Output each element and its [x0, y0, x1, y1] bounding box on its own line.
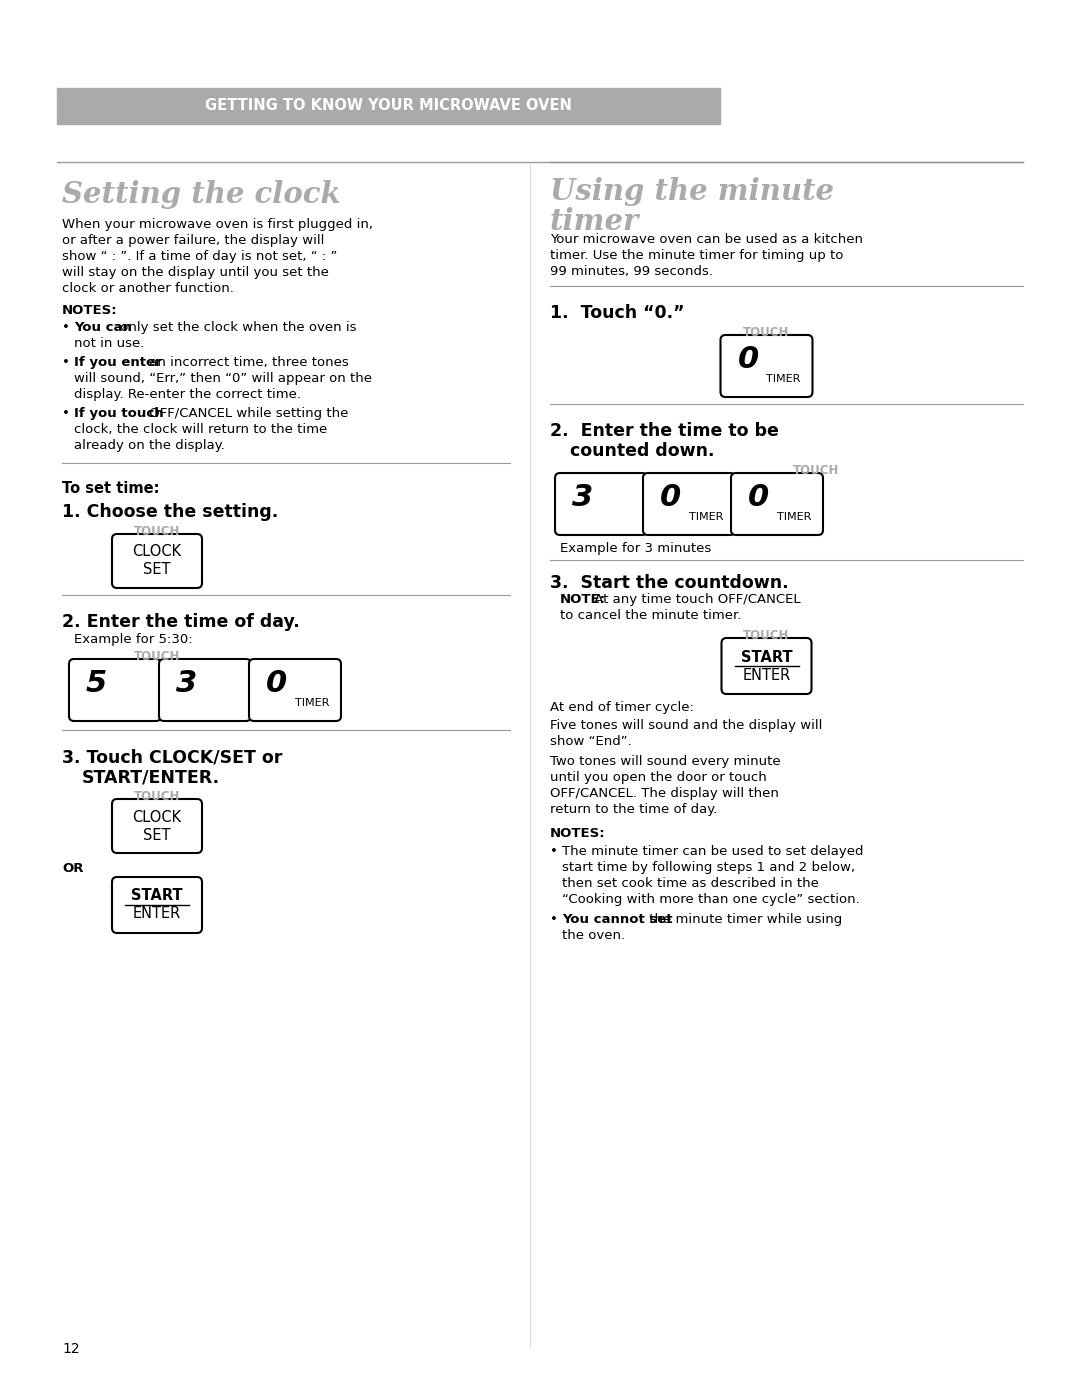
- Text: CLOCK: CLOCK: [133, 809, 181, 824]
- FancyBboxPatch shape: [721, 638, 811, 694]
- Text: If you enter: If you enter: [75, 356, 162, 369]
- Text: 99 minutes, 99 seconds.: 99 minutes, 99 seconds.: [550, 265, 713, 278]
- Text: 0: 0: [266, 669, 287, 698]
- Text: •: •: [550, 845, 558, 858]
- Text: You can: You can: [75, 321, 132, 334]
- Text: to cancel the minute timer.: to cancel the minute timer.: [561, 609, 741, 622]
- Text: will sound, “Err,” then “0” will appear on the: will sound, “Err,” then “0” will appear …: [75, 372, 372, 386]
- Text: Five tones will sound and the display will: Five tones will sound and the display wi…: [550, 719, 822, 732]
- Text: the oven.: the oven.: [562, 929, 625, 942]
- Text: 0: 0: [660, 483, 681, 513]
- Text: OR: OR: [62, 862, 83, 875]
- Text: You cannot set: You cannot set: [562, 914, 673, 926]
- Text: not in use.: not in use.: [75, 337, 145, 351]
- Text: 1.  Touch “0.”: 1. Touch “0.”: [550, 305, 685, 321]
- Text: TOUCH: TOUCH: [794, 464, 839, 476]
- Text: NOTE:: NOTE:: [561, 592, 606, 606]
- Text: TOUCH: TOUCH: [743, 629, 789, 643]
- Text: •: •: [62, 407, 70, 420]
- Text: the minute timer while using: the minute timer while using: [646, 914, 842, 926]
- Text: 2.  Enter the time to be: 2. Enter the time to be: [550, 422, 779, 440]
- Text: TIMER: TIMER: [777, 511, 811, 522]
- Text: NOTES:: NOTES:: [62, 305, 118, 317]
- Text: At any time touch OFF/CANCEL: At any time touch OFF/CANCEL: [590, 592, 800, 606]
- FancyBboxPatch shape: [112, 799, 202, 854]
- Text: •: •: [550, 914, 558, 926]
- Text: 3: 3: [572, 483, 593, 513]
- Bar: [57, 88, 720, 124]
- Text: 3. Touch CLOCK/SET or: 3. Touch CLOCK/SET or: [62, 747, 282, 766]
- Text: 0: 0: [748, 483, 769, 513]
- Text: clock or another function.: clock or another function.: [62, 282, 234, 295]
- Text: show “End”.: show “End”.: [550, 735, 632, 747]
- Text: TOUCH: TOUCH: [134, 525, 180, 538]
- Text: TOUCH: TOUCH: [743, 326, 789, 339]
- FancyBboxPatch shape: [731, 474, 823, 535]
- Text: display. Re-enter the correct time.: display. Re-enter the correct time.: [75, 388, 301, 401]
- Text: Setting the clock: Setting the clock: [62, 180, 340, 210]
- Text: SET: SET: [144, 563, 171, 577]
- Text: Using the minute: Using the minute: [550, 177, 834, 205]
- Text: an incorrect time, three tones: an incorrect time, three tones: [146, 356, 349, 369]
- FancyBboxPatch shape: [249, 659, 341, 721]
- Text: Example for 3 minutes: Example for 3 minutes: [561, 542, 712, 555]
- Text: then set cook time as described in the: then set cook time as described in the: [562, 877, 819, 890]
- Text: show “ : ”. If a time of day is not set, “ : ”: show “ : ”. If a time of day is not set,…: [62, 250, 337, 263]
- Text: start time by following steps 1 and 2 below,: start time by following steps 1 and 2 be…: [562, 861, 855, 875]
- Text: “Cooking with more than one cycle” section.: “Cooking with more than one cycle” secti…: [562, 893, 860, 907]
- Text: If you touch: If you touch: [75, 407, 164, 420]
- Text: SET: SET: [144, 827, 171, 842]
- Text: 2. Enter the time of day.: 2. Enter the time of day.: [62, 613, 300, 631]
- FancyBboxPatch shape: [159, 659, 251, 721]
- Text: TOUCH: TOUCH: [134, 650, 180, 664]
- Text: 1. Choose the setting.: 1. Choose the setting.: [62, 503, 279, 521]
- Text: The minute timer can be used to set delayed: The minute timer can be used to set dela…: [562, 845, 864, 858]
- Text: 0: 0: [738, 345, 759, 374]
- Text: until you open the door or touch: until you open the door or touch: [550, 771, 767, 784]
- FancyBboxPatch shape: [720, 335, 812, 397]
- FancyBboxPatch shape: [112, 534, 202, 588]
- Text: return to the time of day.: return to the time of day.: [550, 803, 717, 816]
- Text: timer: timer: [550, 207, 639, 236]
- FancyBboxPatch shape: [69, 659, 161, 721]
- Text: only set the clock when the oven is: only set the clock when the oven is: [116, 321, 356, 334]
- FancyBboxPatch shape: [643, 474, 735, 535]
- Text: counted down.: counted down.: [570, 441, 715, 460]
- Text: START/ENTER.: START/ENTER.: [82, 768, 220, 787]
- Text: GETTING TO KNOW YOUR MICROWAVE OVEN: GETTING TO KNOW YOUR MICROWAVE OVEN: [205, 99, 572, 113]
- Text: 12: 12: [62, 1343, 80, 1356]
- Text: CLOCK: CLOCK: [133, 545, 181, 560]
- Text: TIMER: TIMER: [689, 511, 723, 522]
- Text: TOUCH: TOUCH: [134, 789, 180, 803]
- Text: already on the display.: already on the display.: [75, 439, 225, 453]
- Text: will stay on the display until you set the: will stay on the display until you set t…: [62, 265, 329, 279]
- Text: Your microwave oven can be used as a kitchen: Your microwave oven can be used as a kit…: [550, 233, 863, 246]
- FancyBboxPatch shape: [112, 877, 202, 933]
- Text: START: START: [131, 888, 183, 904]
- Text: When your microwave oven is first plugged in,: When your microwave oven is first plugge…: [62, 218, 373, 231]
- Text: ENTER: ENTER: [742, 668, 791, 683]
- Text: TIMER: TIMER: [295, 698, 329, 708]
- Text: OFF/CANCEL. The display will then: OFF/CANCEL. The display will then: [550, 787, 779, 800]
- Text: Example for 5:30:: Example for 5:30:: [75, 633, 192, 645]
- Text: clock, the clock will return to the time: clock, the clock will return to the time: [75, 423, 327, 436]
- Text: •: •: [62, 356, 70, 369]
- Text: or after a power failure, the display will: or after a power failure, the display wi…: [62, 235, 324, 247]
- Text: •: •: [62, 321, 70, 334]
- Text: START: START: [741, 650, 793, 665]
- Text: 3.  Start the countdown.: 3. Start the countdown.: [550, 574, 788, 592]
- Text: Two tones will sound every minute: Two tones will sound every minute: [550, 754, 781, 768]
- Text: ENTER: ENTER: [133, 907, 181, 922]
- Text: TIMER: TIMER: [766, 374, 800, 384]
- Text: To set time:: To set time:: [62, 481, 160, 496]
- Text: At end of timer cycle:: At end of timer cycle:: [550, 701, 693, 714]
- Text: 5: 5: [86, 669, 107, 698]
- Text: NOTES:: NOTES:: [550, 827, 606, 840]
- FancyBboxPatch shape: [555, 474, 647, 535]
- Text: OFF/CANCEL while setting the: OFF/CANCEL while setting the: [146, 407, 349, 420]
- Text: 3: 3: [176, 669, 198, 698]
- Text: timer. Use the minute timer for timing up to: timer. Use the minute timer for timing u…: [550, 249, 843, 263]
